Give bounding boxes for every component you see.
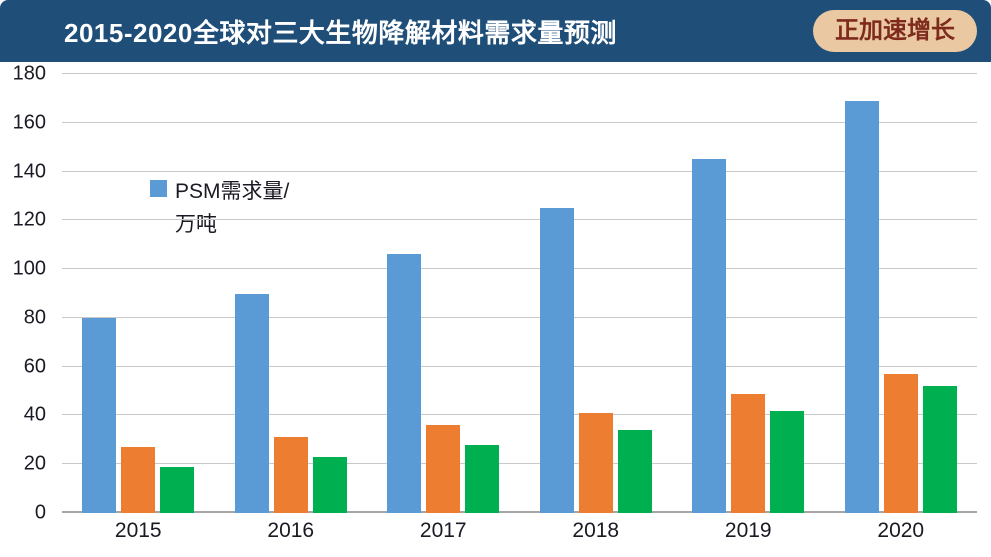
bar-2015-series1 (82, 317, 117, 513)
legend-label-line2: 万吨 (175, 212, 217, 236)
gridline-60 (62, 365, 977, 367)
bar-group-2015 (62, 74, 215, 513)
bar-group-2017 (367, 74, 520, 513)
gridline-40 (62, 414, 977, 416)
bar-2020-series2 (883, 373, 918, 513)
bar-2015-series3 (160, 466, 195, 513)
bar-2015-series2 (121, 447, 156, 513)
gridline-160 (62, 121, 977, 123)
x-tick-label-2019: 2019 (724, 519, 772, 542)
bar-group-2018 (520, 74, 673, 513)
legend-label-line1: PSM需求量/ (175, 180, 290, 203)
x-axis: 2015 2016 2017 2018 2019 2020 (62, 519, 977, 551)
y-tick-label-140: 140 (12, 160, 46, 183)
bar-2019-series3 (770, 410, 805, 513)
bar-group-2016 (215, 74, 368, 513)
bar-2018-series3 (617, 430, 652, 513)
y-tick-label-0: 0 (34, 501, 46, 524)
bar-2020-series1 (844, 100, 879, 513)
legend-swatch-icon (150, 180, 167, 197)
bar-groups (62, 74, 977, 513)
bar-2017-series2 (426, 425, 461, 513)
x-tick-label-2020: 2020 (877, 519, 925, 542)
gridline-120 (62, 219, 977, 221)
page-title: 2015-2020全球对三大生物降解材料需求量预测 (64, 17, 617, 48)
gridline-20 (62, 463, 977, 465)
y-axis: 0 20 40 60 80 100 120 140 160 180 (0, 63, 52, 524)
bar-2017-series1 (387, 254, 422, 513)
x-tick-label-2017: 2017 (419, 519, 467, 542)
y-tick-label-80: 80 (23, 306, 46, 329)
y-tick-label-160: 160 (12, 111, 46, 134)
bar-2020-series3 (922, 386, 957, 513)
x-tick-label-2018: 2018 (572, 519, 620, 542)
plot-area: PSM需求量/ 万吨 (62, 73, 977, 513)
bar-group-2019 (672, 74, 825, 513)
bar-2018-series2 (578, 413, 613, 513)
bar-2019-series2 (731, 393, 766, 513)
gridline-140 (62, 170, 977, 172)
gridline-80 (62, 316, 977, 318)
legend: PSM需求量/ 万吨 (150, 176, 289, 241)
bar-2019-series1 (692, 159, 727, 513)
gridline-0 (62, 511, 977, 513)
gridline-180 (62, 73, 977, 74)
bar-group-2020 (825, 74, 978, 513)
y-tick-label-60: 60 (23, 355, 46, 378)
bar-2017-series3 (465, 444, 500, 513)
x-tick-label-2016: 2016 (267, 519, 315, 542)
gridline-100 (62, 268, 977, 270)
y-tick-label-180: 180 (12, 62, 46, 85)
y-tick-label-100: 100 (12, 257, 46, 280)
y-tick-label-20: 20 (23, 452, 46, 475)
bar-2016-series2 (273, 437, 308, 513)
y-tick-label-120: 120 (12, 208, 46, 231)
growth-badge: 正加速增长 (813, 10, 977, 52)
bar-2016-series3 (312, 456, 347, 513)
bar-2018-series1 (539, 208, 574, 513)
header: 2015-2020全球对三大生物降解材料需求量预测 正加速增长 (0, 0, 991, 62)
y-tick-label-40: 40 (23, 403, 46, 426)
bar-2016-series1 (234, 293, 269, 513)
legend-label: PSM需求量/ 万吨 (175, 176, 289, 241)
x-tick-label-2015: 2015 (114, 519, 162, 542)
